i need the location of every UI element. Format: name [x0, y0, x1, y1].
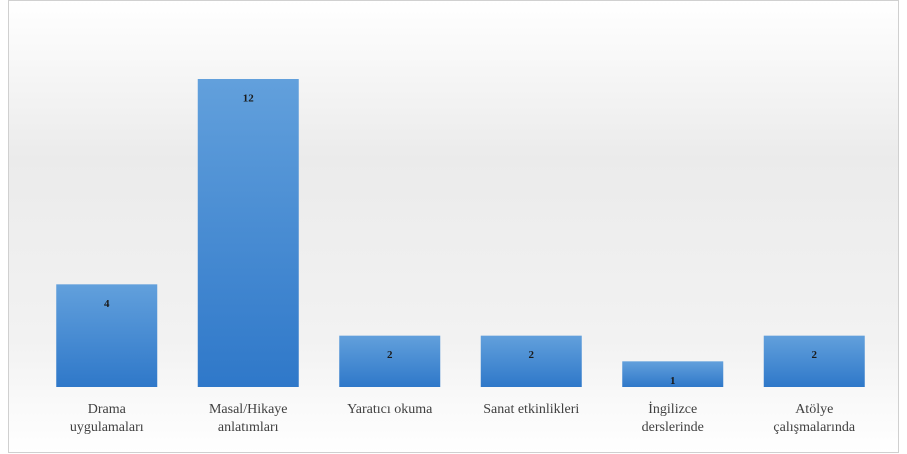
x-tick-label: çalışmalarında [773, 420, 855, 435]
bar [763, 335, 865, 387]
bar [480, 335, 582, 387]
x-tick-label: Sanat etkinlikleri [483, 402, 579, 417]
x-tick-label: uygulamaları [70, 420, 144, 435]
bar [56, 284, 158, 387]
value-label: 4 [104, 298, 110, 310]
value-label: 2 [812, 349, 818, 361]
x-tick-label: Atölye [795, 402, 833, 417]
bar [339, 335, 441, 387]
x-tick-label: İngilizce [648, 401, 697, 417]
x-tick-label: Yaratıcı okuma [347, 402, 433, 417]
x-tick-label: derslerinde [642, 420, 704, 435]
value-label: 2 [529, 349, 535, 361]
x-tick-label: Masal/Hikaye [209, 402, 288, 417]
value-label: 1 [670, 375, 676, 387]
value-label: 12 [243, 93, 255, 105]
x-tick-label: anlatımları [218, 420, 279, 435]
bar [622, 361, 724, 387]
x-tick-label: Drama [88, 402, 127, 417]
bar [197, 79, 299, 387]
value-label: 2 [387, 349, 393, 361]
